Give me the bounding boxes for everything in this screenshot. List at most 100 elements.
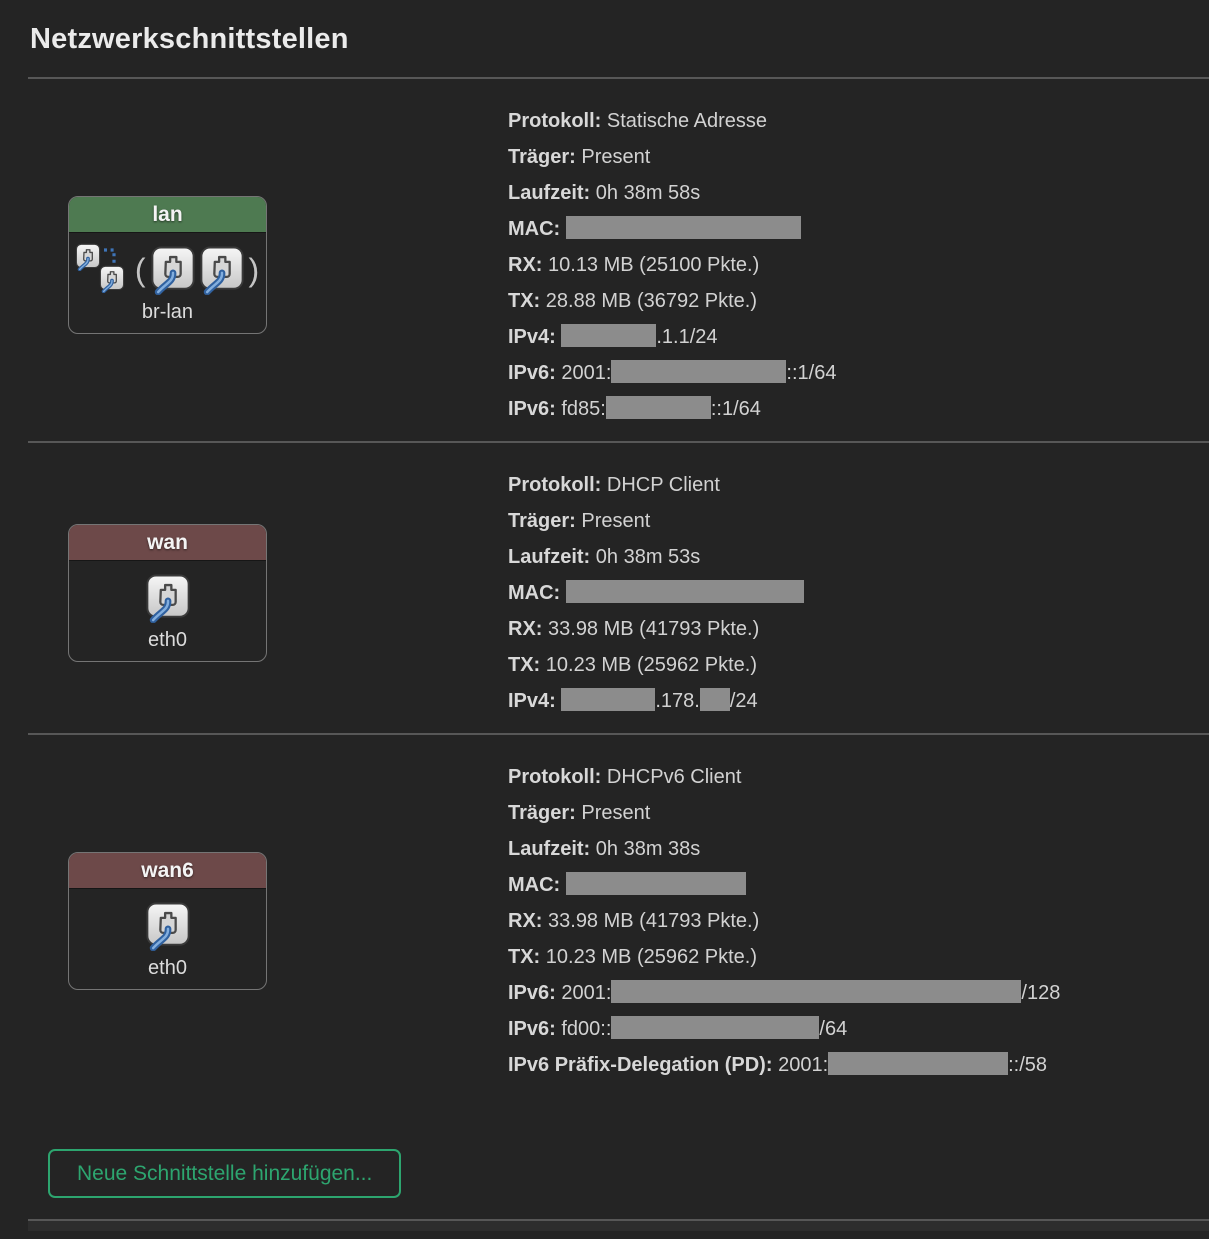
interface-icons — [71, 897, 264, 955]
add-interface-button[interactable]: Neue Schnittstelle hinzufügen... — [48, 1149, 402, 1198]
title-divider — [28, 77, 1209, 79]
redacted-value — [611, 980, 1022, 1004]
interface-box-header: wan6 — [69, 853, 266, 889]
interface-section: lan ( ) br-lan Protokoll: Statische Adre… — [0, 79, 1209, 441]
interface-box: wan6 eth0 — [68, 852, 267, 990]
interface-info: Protokoll: DHCP Client Träger: Present Lau… — [508, 467, 1209, 719]
info-line: IPv6: 2001:::1/64 — [508, 360, 837, 384]
info-line: Laufzeit: 0h 38m 38s — [508, 838, 701, 860]
info-line: MAC: — [508, 867, 1209, 903]
info-label: Laufzeit: — [508, 182, 591, 204]
info-label: RX: — [508, 618, 543, 640]
info-line: TX: 10.23 MB (25962 Pkte.) — [508, 946, 758, 968]
interface-box-header: wan — [69, 525, 266, 561]
info-label: IPv6: — [508, 398, 556, 420]
info-line: IPv6 Präfix-Delegation (PD): 2001:::/58 — [508, 1052, 1048, 1076]
interface-box: wan eth0 — [68, 524, 267, 662]
bridge-paren-open: ( — [134, 252, 146, 288]
info-line: MAC: — [508, 211, 1209, 247]
redacted-value — [605, 396, 711, 420]
page-title: Netzwerkschnittstellen — [30, 23, 349, 55]
info-line: RX: 33.98 MB (41793 Pkte.) — [508, 618, 760, 640]
interface-box-column: wan eth0 — [0, 524, 508, 662]
info-line: RX: 33.98 MB (41793 Pkte.) — [508, 910, 760, 932]
actions-row: Neue Schnittstelle hinzufügen... — [48, 1149, 1209, 1198]
redacted-value — [565, 872, 746, 896]
interface-name: wan6 — [141, 859, 194, 882]
info-label: IPv6: — [508, 362, 556, 384]
info-line: Protokoll: DHCP Client — [508, 474, 720, 496]
info-label: MAC: — [508, 582, 561, 604]
info-line: Protokoll: DHCPv6 Client — [508, 766, 742, 788]
next-section-edge — [28, 1221, 1209, 1231]
info-label: Träger: — [508, 146, 576, 168]
info-line: RX: 10.13 MB (25100 Pkte.) — [508, 254, 760, 276]
info-label: Laufzeit: — [508, 838, 591, 860]
bridge-icon — [74, 243, 125, 293]
interface-icons — [71, 569, 264, 627]
bridge-paren-close: ) — [248, 252, 260, 288]
info-line: IPv6: fd00::/64 — [508, 1016, 848, 1040]
info-line: Träger: Present — [508, 146, 651, 168]
interface-section: wan eth0 Protokoll: DHCP Client Träger: P… — [0, 443, 1209, 733]
info-label: Träger: — [508, 510, 576, 532]
device-name: eth0 — [148, 957, 187, 979]
redacted-value — [561, 688, 656, 712]
interfaces-list: lan ( ) br-lan Protokoll: Statische Adre… — [0, 79, 1209, 1097]
info-line: MAC: — [508, 575, 1209, 611]
info-line: Protokoll: Statische Adresse — [508, 110, 767, 132]
section-divider — [28, 441, 1209, 443]
info-label: Protokoll: — [508, 474, 602, 496]
info-label: MAC: — [508, 218, 561, 240]
interface-box-body: eth0 — [69, 561, 266, 661]
info-label: IPv4: — [508, 690, 556, 712]
info-line: Träger: Present — [508, 802, 651, 824]
info-label: IPv6: — [508, 1018, 556, 1040]
info-line: Träger: Present — [508, 510, 651, 532]
info-line: Laufzeit: 0h 38m 53s — [508, 546, 701, 568]
ethernet-port-icon — [150, 245, 196, 295]
redacted-value — [561, 324, 657, 348]
redacted-value — [565, 580, 804, 604]
info-line: IPv6: 2001:/128 — [508, 980, 1061, 1004]
ethernet-port-icon — [145, 573, 191, 623]
redacted-value — [565, 216, 801, 240]
info-label: IPv6 Präfix-Delegation (PD): — [508, 1054, 773, 1076]
interface-section: wan6 eth0 Protokoll: DHCPv6 Client Träger… — [0, 735, 1209, 1097]
redacted-value — [699, 688, 730, 712]
info-label: RX: — [508, 910, 543, 932]
interface-box-header: lan — [69, 197, 266, 233]
ethernet-port-icon — [199, 245, 245, 295]
info-label: IPv4: — [508, 326, 556, 348]
redacted-value — [611, 1016, 820, 1040]
redacted-value — [611, 360, 787, 384]
redacted-value — [828, 1052, 1009, 1076]
info-label: TX: — [508, 290, 541, 312]
interface-name: lan — [152, 203, 183, 226]
info-label: MAC: — [508, 874, 561, 896]
interface-box-column: lan ( ) br-lan — [0, 196, 508, 334]
device-name: eth0 — [148, 629, 187, 651]
interface-box: lan ( ) br-lan — [68, 196, 267, 334]
info-line: TX: 10.23 MB (25962 Pkte.) — [508, 654, 758, 676]
info-label: Protokoll: — [508, 766, 602, 788]
ethernet-port-icon — [145, 901, 191, 951]
interface-box-body: ( ) br-lan — [69, 233, 266, 333]
info-label: Träger: — [508, 802, 576, 824]
info-label: TX: — [508, 654, 541, 676]
info-line: IPv4: .178./24 — [508, 688, 758, 712]
info-line: Laufzeit: 0h 38m 58s — [508, 182, 701, 204]
info-line: TX: 28.88 MB (36792 Pkte.) — [508, 290, 758, 312]
section-divider — [28, 733, 1209, 735]
interface-info: Protokoll: Statische Adresse Träger: Pres… — [508, 103, 1209, 427]
device-name: br-lan — [141, 301, 194, 323]
interface-box-column: wan6 eth0 — [0, 852, 508, 990]
interface-info: Protokoll: DHCPv6 Client Träger: Present L… — [508, 759, 1209, 1083]
info-label: Laufzeit: — [508, 546, 591, 568]
info-label: IPv6: — [508, 982, 556, 1004]
info-label: Protokoll: — [508, 110, 602, 132]
interface-icons: ( ) — [71, 241, 264, 299]
interface-box-body: eth0 — [69, 889, 266, 989]
info-line: IPv4: .1.1/24 — [508, 324, 718, 348]
interface-name: wan — [147, 531, 188, 554]
